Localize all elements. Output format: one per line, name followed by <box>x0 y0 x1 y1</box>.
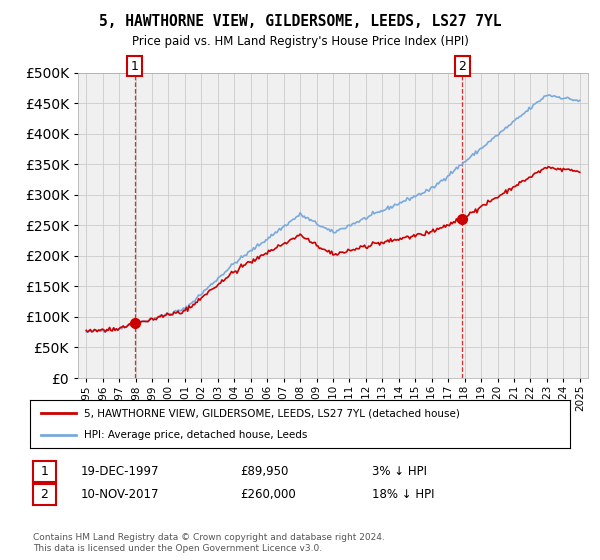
Text: 18% ↓ HPI: 18% ↓ HPI <box>372 488 434 501</box>
Text: 2: 2 <box>40 488 49 501</box>
Text: £89,950: £89,950 <box>240 465 289 478</box>
Text: HPI: Average price, detached house, Leeds: HPI: Average price, detached house, Leed… <box>84 430 307 440</box>
Text: Contains HM Land Registry data © Crown copyright and database right 2024.
This d: Contains HM Land Registry data © Crown c… <box>33 533 385 553</box>
Text: 1: 1 <box>131 60 139 73</box>
Text: Price paid vs. HM Land Registry's House Price Index (HPI): Price paid vs. HM Land Registry's House … <box>131 35 469 48</box>
Text: 2: 2 <box>458 60 466 73</box>
Text: 19-DEC-1997: 19-DEC-1997 <box>81 465 160 478</box>
Text: 3% ↓ HPI: 3% ↓ HPI <box>372 465 427 478</box>
Text: 5, HAWTHORNE VIEW, GILDERSOME, LEEDS, LS27 7YL (detached house): 5, HAWTHORNE VIEW, GILDERSOME, LEEDS, LS… <box>84 408 460 418</box>
Text: 5, HAWTHORNE VIEW, GILDERSOME, LEEDS, LS27 7YL: 5, HAWTHORNE VIEW, GILDERSOME, LEEDS, LS… <box>99 14 501 29</box>
Text: 1: 1 <box>40 465 49 478</box>
Text: 10-NOV-2017: 10-NOV-2017 <box>81 488 160 501</box>
Text: £260,000: £260,000 <box>240 488 296 501</box>
